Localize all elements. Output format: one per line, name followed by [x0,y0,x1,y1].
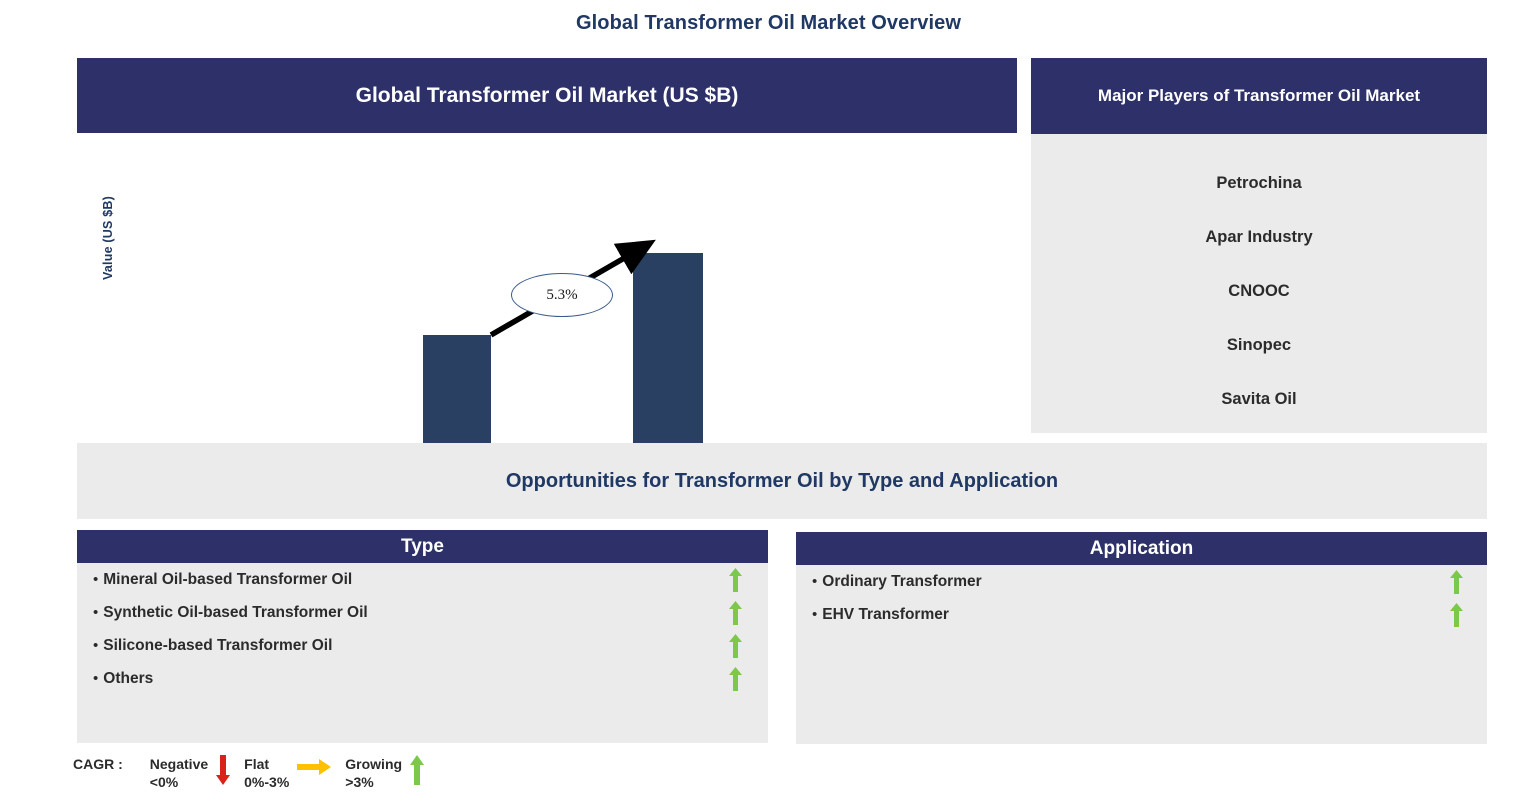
arrow-down-icon [216,755,231,785]
chart-bar-2025 [423,335,491,460]
application-item-label: Ordinary Transformer [822,572,982,590]
arrow-up-icon [729,633,742,658]
market-chart-panel: Global Transformer Oil Market (US $B) Va… [77,58,1017,484]
arrow-up-icon [729,666,742,691]
legend-negative-range: <0% [149,774,179,790]
type-item-label: Synthetic Oil-based Transformer Oil [103,603,368,621]
legend-growing-range: >3% [345,774,374,790]
chart-panel-header: Global Transformer Oil Market (US $B) [77,58,1017,133]
cagr-legend-title: CAGR : [73,756,123,772]
chart-bars [77,133,1017,460]
application-panel-header: Application [796,532,1487,565]
list-item: • Others [77,662,768,695]
major-players-list: Petrochina Apar Industry CNOOC Sinopec S… [1031,134,1487,433]
list-item: • EHV Transformer [796,598,1487,631]
type-panel-body: • Mineral Oil-based Transformer Oil • Sy… [77,563,768,743]
arrow-right-icon [297,759,332,775]
list-item: Petrochina [1216,174,1302,192]
type-item-label: Silicone-based Transformer Oil [103,636,333,654]
type-item-label: Mineral Oil-based Transformer Oil [103,570,353,588]
application-panel: Application • Ordinary Transformer • EHV… [796,532,1487,744]
type-item-label: Others [103,669,154,687]
arrow-up-icon [729,600,742,625]
chart-bar-2031 [633,253,703,460]
cagr-legend: CAGR : Negative <0% Flat 0%-3% Growing >… [73,755,438,805]
page-title: Global Transformer Oil Market Overview [575,12,962,34]
arrow-up-icon [410,755,425,785]
arrow-up-icon [729,567,742,592]
application-panel-body: • Ordinary Transformer • EHV Transformer [796,565,1487,744]
bullet-icon: • [93,571,99,588]
legend-entry-negative: Negative <0% [150,755,238,791]
list-item: Apar Industry [1205,228,1313,246]
bullet-icon: • [93,637,99,654]
cagr-callout: 5.3% [511,273,613,317]
type-panel: Type • Mineral Oil-based Transformer Oil… [77,530,768,743]
legend-flat-range: 0%-3% [244,774,290,790]
major-players-panel: Major Players of Transformer Oil Market … [1031,58,1487,433]
list-item: Sinopec [1226,336,1292,354]
list-item: • Synthetic Oil-based Transformer Oil [77,596,768,629]
type-panel-header: Type [77,530,768,563]
bullet-icon: • [93,604,99,621]
list-item: • Ordinary Transformer [796,565,1487,598]
legend-growing-text: Growing >3% [345,755,402,791]
bullet-icon: • [812,606,818,623]
list-item: Savita Oil [1221,390,1297,408]
list-item: • Silicone-based Transformer Oil [77,629,768,662]
arrow-up-icon [1450,569,1463,594]
chart-area: Value (US $B) 5.3% 2025 2031 Source : Lu… [77,133,1017,484]
bullet-icon: • [93,670,99,687]
list-item: • Mineral Oil-based Transformer Oil [77,563,768,596]
legend-growing-label: Growing [345,756,403,772]
list-item: CNOOC [1228,282,1290,300]
legend-negative-label: Negative [149,756,209,772]
arrow-up-icon [1450,602,1463,627]
legend-flat-text: Flat 0%-3% [244,755,289,791]
opportunities-banner: Opportunities for Transformer Oil by Typ… [77,443,1487,519]
legend-flat-label: Flat [244,756,270,772]
legend-entry-flat: Flat 0%-3% [244,755,339,791]
legend-negative-text: Negative <0% [150,755,208,791]
application-item-label: EHV Transformer [822,605,949,623]
legend-entry-growing: Growing >3% [345,755,432,791]
bullet-icon: • [812,573,818,590]
major-players-header: Major Players of Transformer Oil Market [1031,58,1487,134]
